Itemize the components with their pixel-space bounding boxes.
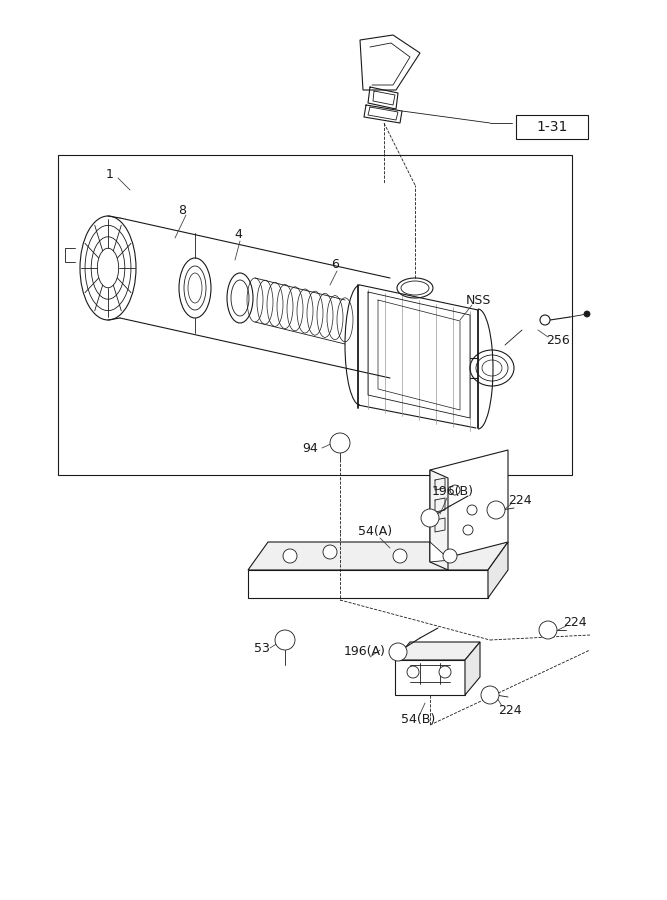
Polygon shape xyxy=(395,660,465,695)
Text: 256: 256 xyxy=(546,334,570,346)
Circle shape xyxy=(487,501,505,519)
Circle shape xyxy=(275,630,295,650)
Circle shape xyxy=(443,549,457,563)
Circle shape xyxy=(421,509,439,527)
Polygon shape xyxy=(248,542,508,570)
Polygon shape xyxy=(395,642,480,660)
Circle shape xyxy=(542,624,554,636)
Polygon shape xyxy=(430,450,508,562)
Text: 196(A): 196(A) xyxy=(344,645,386,659)
Text: 53: 53 xyxy=(254,642,270,654)
Circle shape xyxy=(584,311,590,317)
Polygon shape xyxy=(430,470,448,570)
Bar xyxy=(58,155,572,475)
Circle shape xyxy=(439,666,451,678)
Polygon shape xyxy=(430,542,450,562)
Polygon shape xyxy=(360,35,420,90)
Bar xyxy=(516,115,588,139)
Text: 8: 8 xyxy=(178,203,186,217)
Circle shape xyxy=(283,549,297,563)
Circle shape xyxy=(424,512,436,524)
Circle shape xyxy=(278,633,292,647)
Text: NSS: NSS xyxy=(466,293,491,307)
Circle shape xyxy=(490,504,502,516)
Text: 1: 1 xyxy=(106,168,114,182)
Circle shape xyxy=(393,549,407,563)
Polygon shape xyxy=(248,570,488,598)
Polygon shape xyxy=(488,542,508,598)
Polygon shape xyxy=(465,642,480,695)
Circle shape xyxy=(463,525,473,535)
Circle shape xyxy=(330,433,350,453)
Text: 1-31: 1-31 xyxy=(536,120,568,134)
Text: 224: 224 xyxy=(563,616,587,628)
Text: 4: 4 xyxy=(234,229,242,241)
Circle shape xyxy=(407,666,419,678)
Circle shape xyxy=(392,646,404,658)
Circle shape xyxy=(484,689,496,701)
Circle shape xyxy=(540,315,550,325)
Text: 196(B): 196(B) xyxy=(432,485,474,499)
Circle shape xyxy=(467,505,477,515)
Text: 54(A): 54(A) xyxy=(358,526,392,538)
Text: 54(B): 54(B) xyxy=(401,714,435,726)
Circle shape xyxy=(539,621,557,639)
Circle shape xyxy=(333,436,347,450)
Text: 6: 6 xyxy=(331,258,339,272)
Circle shape xyxy=(389,643,407,661)
Text: 94: 94 xyxy=(302,442,318,454)
Circle shape xyxy=(481,686,499,704)
Text: 224: 224 xyxy=(508,493,532,507)
Circle shape xyxy=(323,545,337,559)
Text: 224: 224 xyxy=(498,704,522,716)
Circle shape xyxy=(450,485,460,495)
